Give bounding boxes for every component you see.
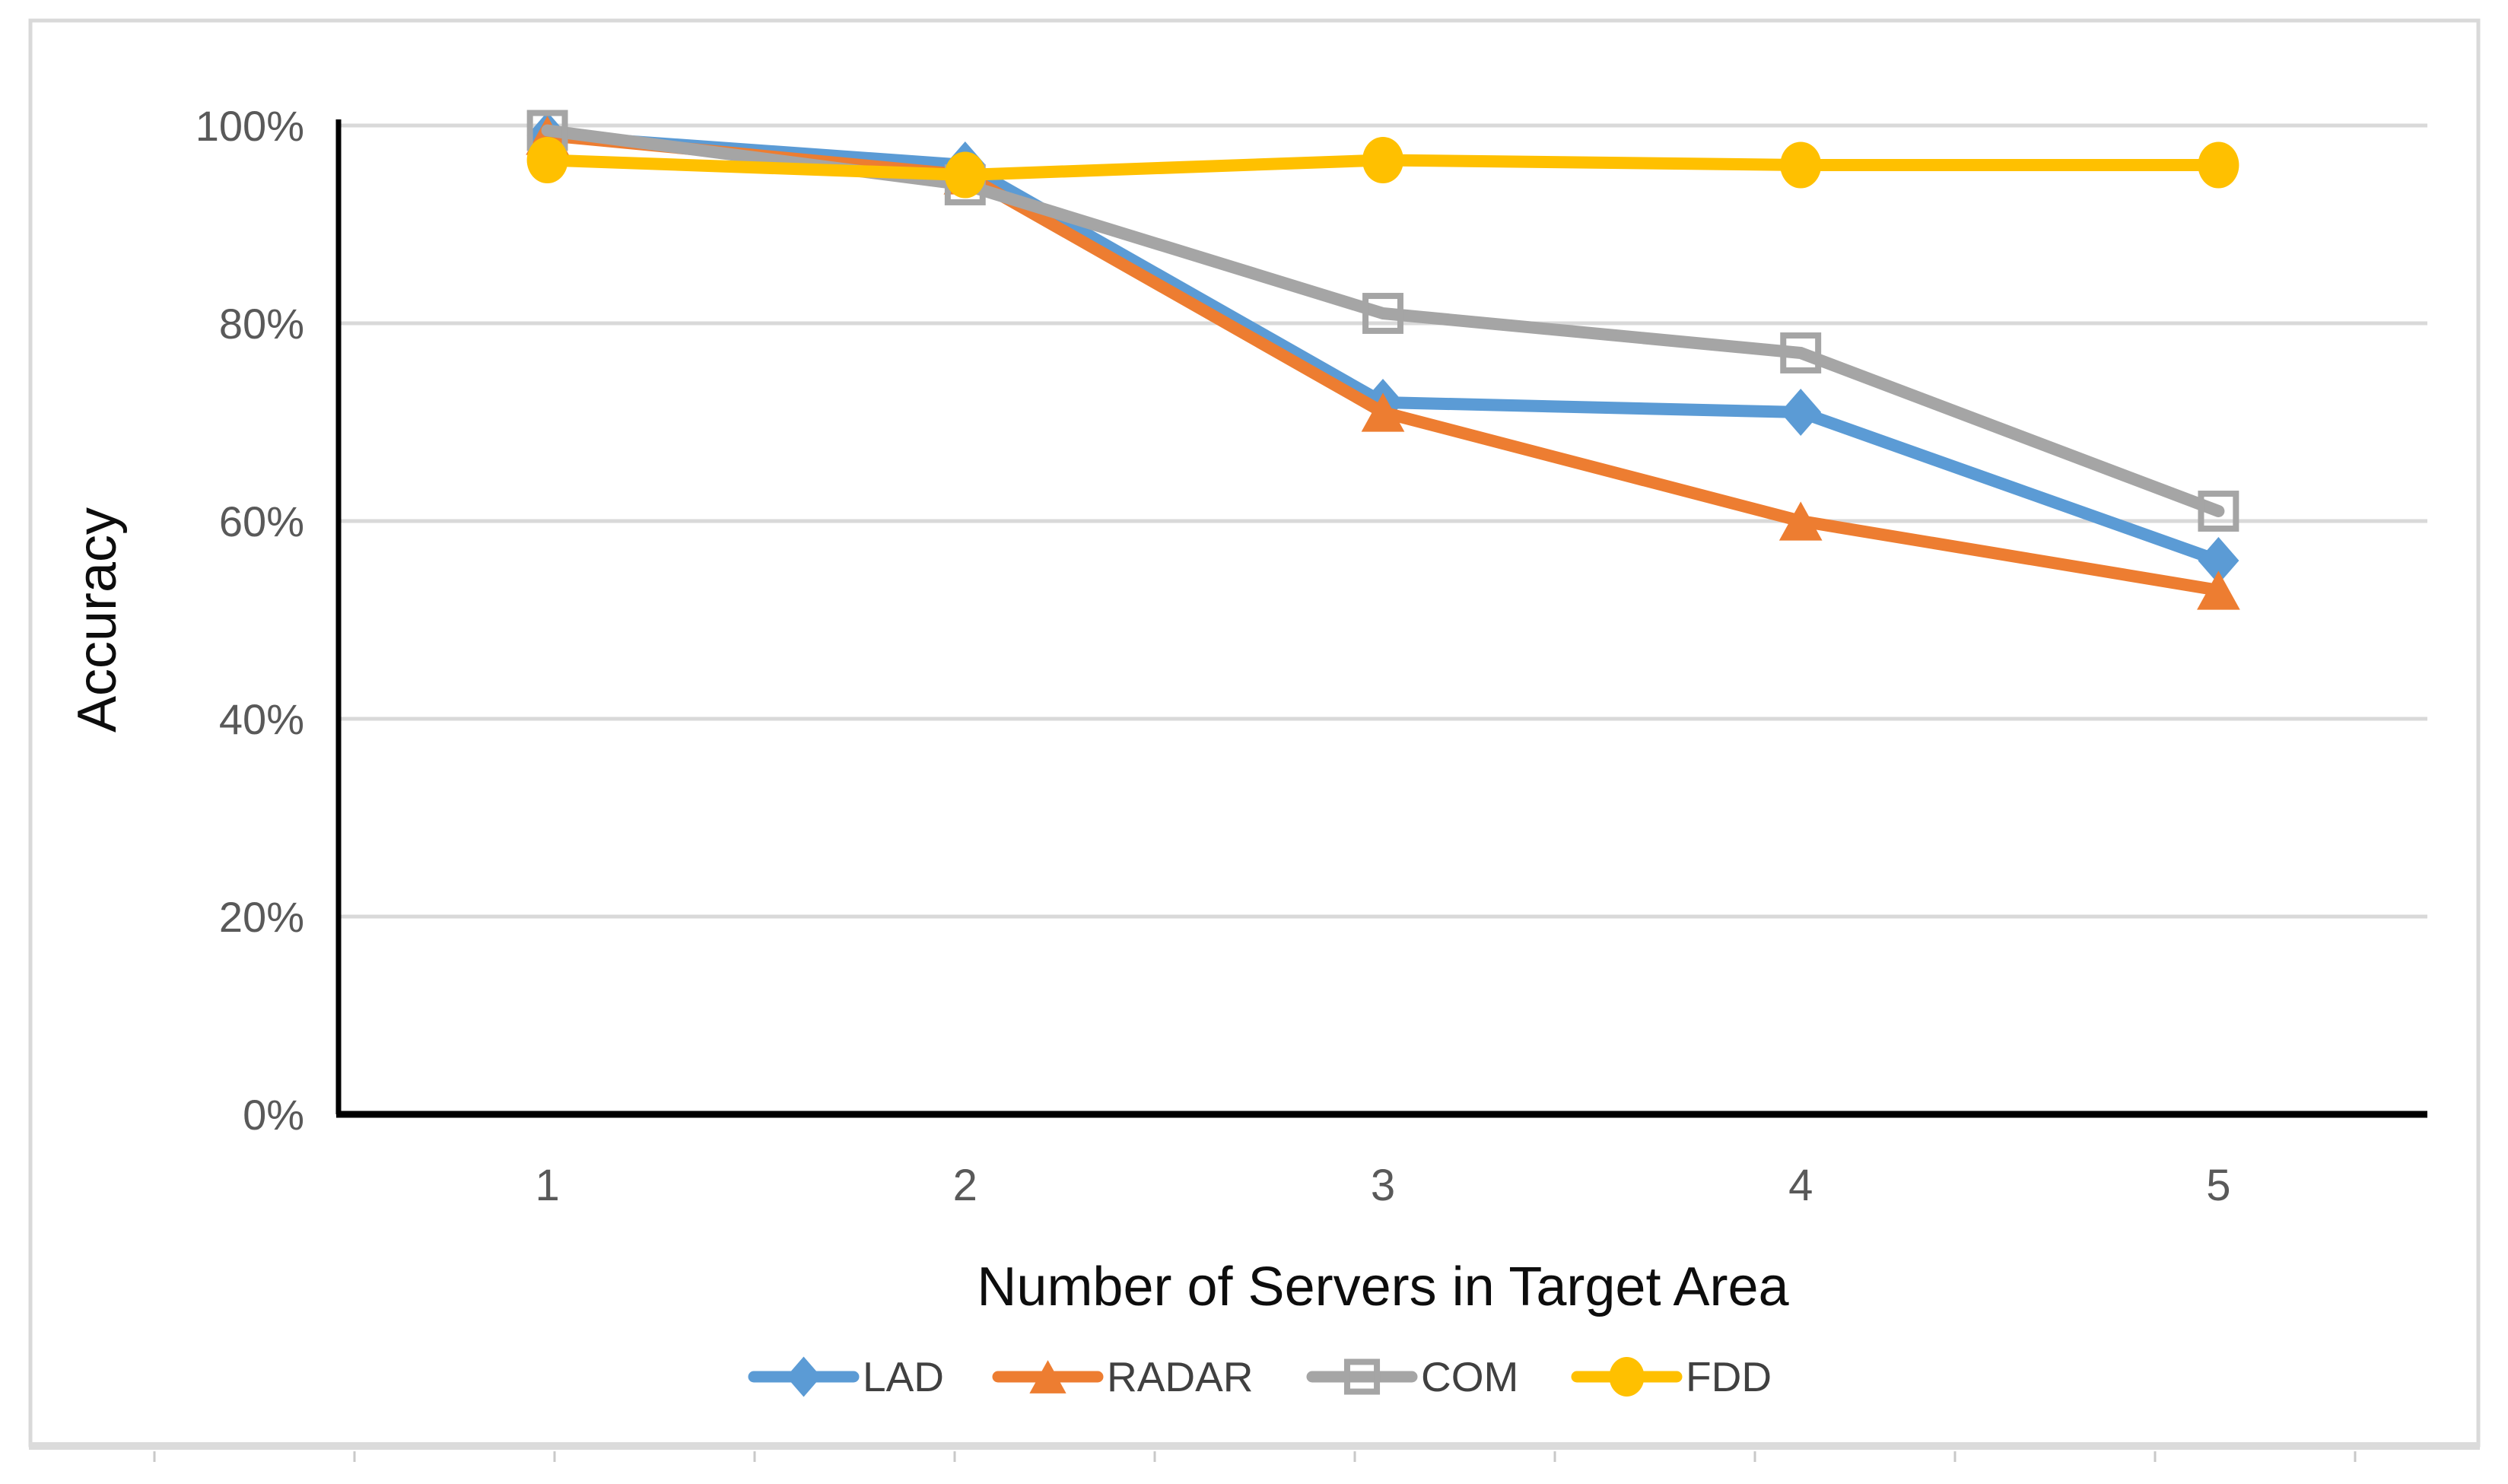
y-tick-label: 0% xyxy=(243,1091,304,1139)
legend-item-fdd: FDD xyxy=(1571,1353,1772,1400)
legend-marker-fdd xyxy=(1609,1357,1645,1397)
marker-com xyxy=(1362,293,1403,334)
y-tick-label: 80% xyxy=(219,300,304,348)
page-edge-tick-marks xyxy=(153,1451,2357,1462)
y-tick-label: 100% xyxy=(195,102,304,150)
x-axis-tick-labels: 1 2 3 4 5 xyxy=(535,1161,2230,1210)
marker-lad xyxy=(1780,388,1822,437)
x-axis-title: Number of Servers in Target Area xyxy=(977,1257,1789,1317)
y-tick-label: 60% xyxy=(219,497,304,545)
gridlines xyxy=(339,123,2427,919)
legend-label: FDD xyxy=(1686,1353,1772,1400)
card-bottom-border xyxy=(29,1442,2480,1450)
chart-card-frame xyxy=(28,18,2481,1447)
x-tick-label: 4 xyxy=(1788,1161,1813,1210)
marker-fdd xyxy=(944,151,986,199)
legend-marker-com xyxy=(1343,1358,1381,1395)
marker-fdd xyxy=(526,136,568,184)
marker-fdd xyxy=(2198,141,2239,189)
x-tick-label: 2 xyxy=(953,1161,977,1210)
x-tick-label: 3 xyxy=(1371,1161,1395,1210)
marker-radar xyxy=(1778,501,1823,541)
y-axis-title: Accuracy xyxy=(67,507,128,732)
legend-marker-radar xyxy=(1029,1360,1066,1393)
legend: LAD RADAR COM FDD xyxy=(748,1353,1772,1400)
axes xyxy=(335,119,2427,1118)
marker-fdd xyxy=(1362,136,1403,184)
legend-item-lad: LAD xyxy=(748,1353,944,1400)
marker-com xyxy=(1780,332,1822,373)
x-tick-label: 1 xyxy=(535,1161,559,1210)
x-tick-label: 5 xyxy=(2206,1161,2230,1210)
marker-fdd xyxy=(1780,141,1822,189)
marker-radar xyxy=(1361,392,1405,432)
legend-label: RADAR xyxy=(1107,1353,1254,1400)
legend-item-radar: RADAR xyxy=(992,1353,1254,1400)
marker-com xyxy=(2198,491,2239,532)
legend-marker-lad xyxy=(786,1356,822,1397)
marker-lad xyxy=(2198,536,2239,585)
legend-item-com: COM xyxy=(1306,1353,1518,1400)
y-axis-tick-labels: 0% 20% 40% 60% 80% 100% xyxy=(195,102,304,1139)
series-fdd xyxy=(526,136,2239,199)
legend-label: LAD xyxy=(863,1353,944,1400)
marker-radar xyxy=(2197,570,2240,610)
legend-label: COM xyxy=(1421,1353,1518,1400)
y-tick-label: 20% xyxy=(219,893,304,941)
series-layer xyxy=(526,110,2240,610)
y-tick-label: 40% xyxy=(219,695,304,743)
